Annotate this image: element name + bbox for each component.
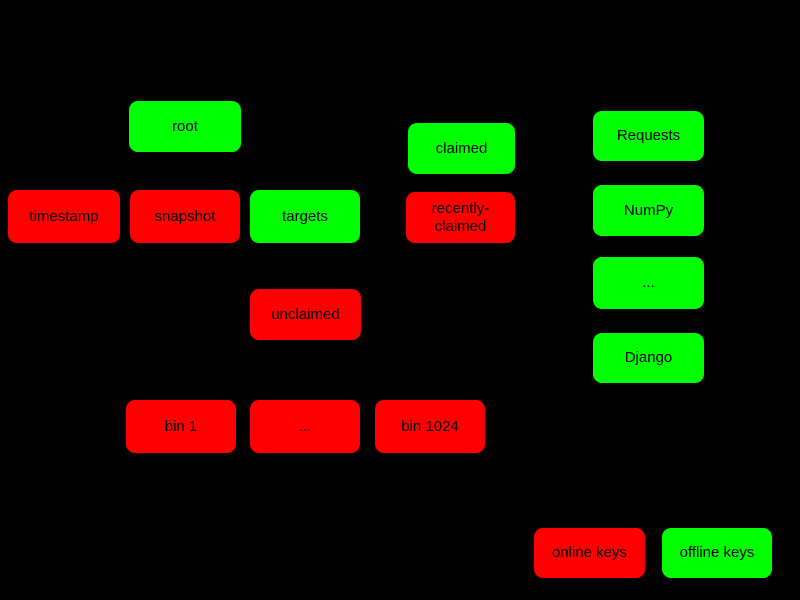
node-label-root: root [172, 117, 198, 135]
node-label-unclaimed: unclaimed [271, 305, 340, 323]
node-online-keys[interactable]: online keys [534, 528, 645, 578]
node-label-claimed: claimed [435, 139, 488, 157]
node-recently-claimed[interactable]: recently- claimed [406, 192, 515, 243]
node-bin-1[interactable]: bin 1 [126, 400, 236, 453]
node-label-bin-ellipsis: ... [298, 417, 312, 435]
node-timestamp[interactable]: timestamp [8, 190, 120, 243]
node-package-ellipsis[interactable]: ... [593, 257, 704, 309]
node-targets[interactable]: targets [250, 190, 360, 243]
node-label-online-keys: online keys [551, 544, 628, 562]
node-label-offline-keys: offline keys [679, 544, 755, 562]
node-bin-1024[interactable]: bin 1024 [375, 400, 485, 453]
node-django[interactable]: Django [593, 333, 704, 383]
node-unclaimed[interactable]: unclaimed [250, 289, 361, 340]
node-label-requests: Requests [616, 127, 681, 145]
node-bin-ellipsis[interactable]: ... [250, 400, 360, 453]
node-snapshot[interactable]: snapshot [130, 190, 240, 243]
node-label-recently-claimed: recently- claimed [431, 200, 490, 235]
node-label-bin-1: bin 1 [164, 417, 198, 435]
node-label-package-ellipsis: ... [642, 274, 655, 292]
node-root[interactable]: root [129, 101, 241, 152]
node-requests[interactable]: Requests [593, 111, 704, 161]
node-claimed[interactable]: claimed [408, 123, 515, 174]
node-label-bin-1024: bin 1024 [401, 417, 459, 435]
node-offline-keys[interactable]: offline keys [662, 528, 772, 578]
node-numpy[interactable]: NumPy [593, 185, 704, 236]
node-label-targets: targets [282, 207, 328, 225]
node-label-snapshot: snapshot [154, 207, 216, 225]
node-label-timestamp: timestamp [29, 207, 99, 225]
node-label-numpy: NumPy [623, 201, 674, 219]
node-label-django: Django [624, 349, 673, 367]
